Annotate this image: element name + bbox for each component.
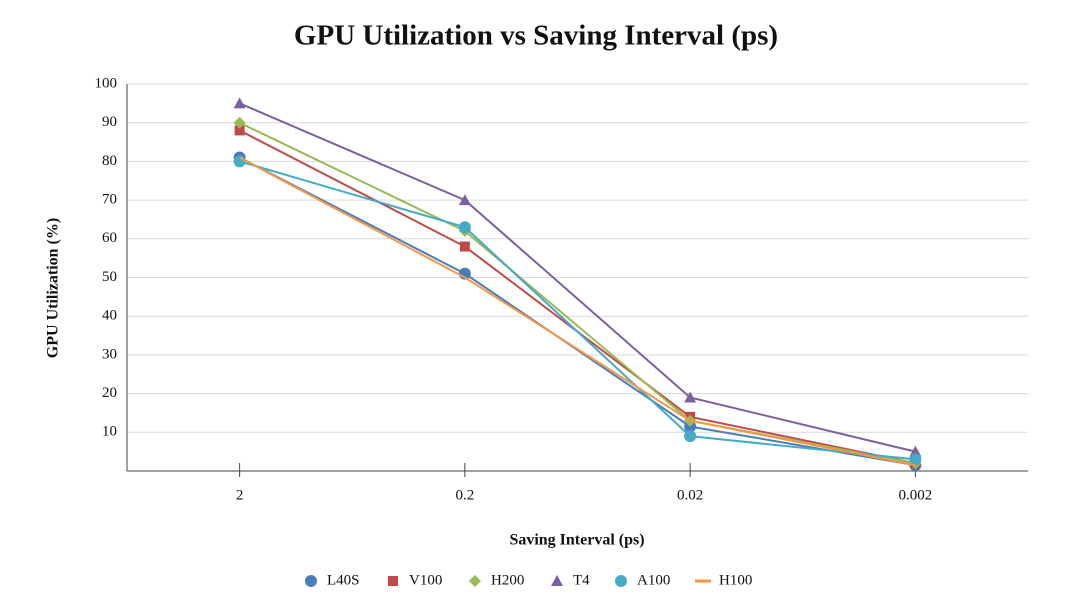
y-tick-label: 10	[102, 424, 117, 440]
data-point	[233, 155, 246, 168]
y-tick-label: 60	[102, 230, 117, 246]
legend-label: V100	[409, 572, 442, 588]
legend-symbol	[469, 575, 481, 587]
y-tick-label: 20	[102, 385, 117, 401]
legend-label: H200	[491, 572, 524, 588]
data-point	[684, 430, 697, 443]
legend-symbol	[388, 576, 398, 586]
y-tick-label: 30	[102, 346, 117, 362]
data-point	[684, 391, 697, 403]
series-line	[239, 156, 916, 467]
y-tick-label: 100	[95, 75, 118, 91]
series-line	[239, 102, 916, 453]
y-tick-label: 80	[102, 153, 117, 169]
y-tick-label: 70	[102, 192, 117, 208]
data-point	[909, 445, 922, 457]
legend-label: L40S	[327, 572, 360, 588]
series-line	[239, 121, 916, 465]
x-tick-label: 0.2	[456, 487, 475, 503]
series-line	[239, 156, 916, 467]
legend-symbol	[305, 575, 317, 587]
series-line	[239, 129, 916, 465]
data-point	[233, 116, 246, 129]
x-tick-label: 0.02	[677, 487, 703, 503]
legend-label: A100	[637, 572, 670, 588]
chart-title: GPU Utilization vs Saving Interval (ps)	[294, 20, 778, 52]
x-axis-title: Saving Interval (ps)	[509, 532, 644, 549]
y-tick-label: 50	[102, 269, 117, 285]
data-point	[234, 125, 245, 136]
series-line	[239, 160, 916, 461]
x-tick-label: 2	[236, 487, 244, 503]
data-point	[459, 241, 470, 252]
data-point	[909, 453, 922, 466]
legend-symbol	[551, 575, 563, 586]
legend-symbol	[615, 575, 627, 587]
data-point	[458, 221, 471, 234]
legend-label: H100	[719, 572, 752, 588]
data-point	[233, 97, 246, 109]
y-tick-label: 40	[102, 308, 117, 324]
y-axis-title: GPU Utilization (%)	[45, 218, 62, 358]
legend-label: T4	[573, 572, 590, 588]
y-tick-label: 90	[102, 114, 117, 130]
x-tick-label: 0.002	[899, 487, 933, 503]
data-point	[458, 194, 471, 206]
